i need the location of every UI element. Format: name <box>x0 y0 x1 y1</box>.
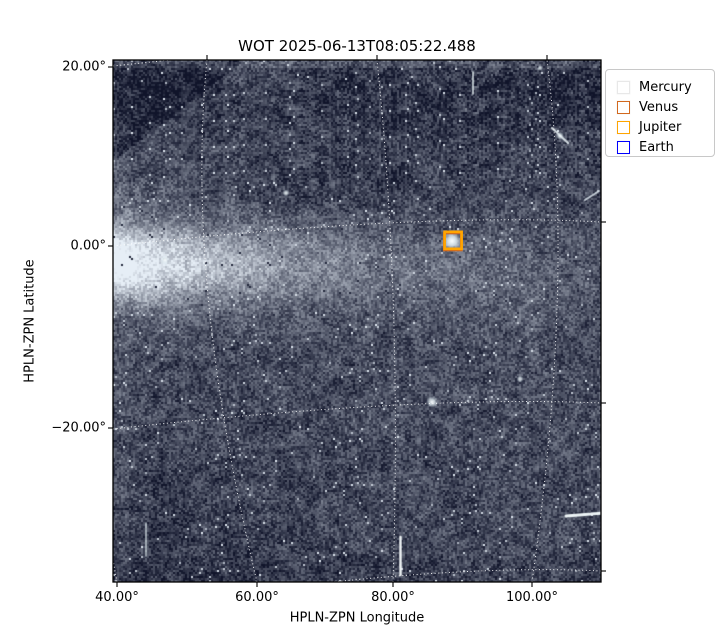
x-tick-label: 60.00° <box>235 590 279 605</box>
legend-label: Venus <box>639 99 679 115</box>
y-tick-label: −20.00° <box>51 420 106 436</box>
x-tick-label: 40.00° <box>95 590 139 605</box>
sky-image <box>113 60 601 582</box>
legend-label: Earth <box>639 139 674 155</box>
legend-label: Jupiter <box>639 119 682 135</box>
legend: Mercury Venus Jupiter Earth <box>605 69 715 157</box>
legend-item-venus: Venus <box>606 97 714 117</box>
legend-item-earth: Earth <box>606 137 714 157</box>
y-tick-label: 20.00° <box>62 59 106 75</box>
x-tick-label: 100.00° <box>506 590 558 605</box>
y-axis-label: HPLN-ZPN Latitude <box>22 259 38 383</box>
plot-area <box>113 60 601 582</box>
earth-marker-icon <box>617 140 630 154</box>
x-tick-label: 80.00° <box>371 590 415 605</box>
jupiter-marker-icon <box>617 120 630 134</box>
y-tick-label: 0.00° <box>70 238 106 254</box>
plot-title: WOT 2025-06-13T08:05:22.488 <box>238 37 476 55</box>
legend-label: Mercury <box>639 79 692 95</box>
legend-item-jupiter: Jupiter <box>606 117 714 137</box>
legend-item-mercury: Mercury <box>606 77 714 97</box>
venus-marker-icon <box>617 100 630 114</box>
mercury-marker-icon <box>617 80 630 94</box>
x-axis-label: HPLN-ZPN Longitude <box>289 610 425 626</box>
